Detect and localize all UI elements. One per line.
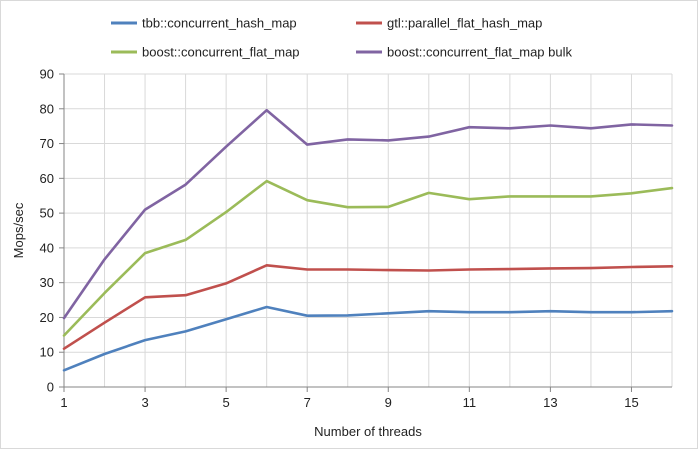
y-tick-label: 80: [40, 101, 54, 116]
legend: tbb::concurrent_hash_map gtl::parallel_fl…: [111, 16, 572, 60]
legend-label: boost::concurrent_flat_map: [142, 45, 300, 60]
legend-label: gtl::parallel_flat_hash_map: [387, 16, 542, 31]
gridlines: [64, 73, 673, 387]
series-lines: [62, 108, 674, 372]
legend-label: boost::concurrent_flat_map bulk: [387, 45, 572, 60]
y-tick-label: 60: [40, 171, 54, 186]
legend-label: tbb::concurrent_hash_map: [142, 16, 297, 31]
x-tick-label: 11: [463, 395, 477, 410]
y-tick-label: 20: [40, 310, 54, 325]
series-line-2: [62, 263, 674, 351]
x-tick-label: 3: [141, 395, 148, 410]
series-line-3: [62, 179, 674, 337]
y-tick-label: 40: [40, 240, 54, 255]
x-tick-label: 5: [223, 395, 230, 410]
y-tick-label: 90: [40, 67, 54, 82]
y-tick-label: 70: [40, 136, 54, 151]
x-axis-label: Number of threads: [314, 424, 422, 439]
y-axis-label: Mops/sec: [11, 202, 26, 258]
x-tick-label: 9: [385, 395, 392, 410]
y-tick-label: 0: [47, 380, 54, 395]
y-tick-label: 50: [40, 206, 54, 221]
x-tick-label: 13: [543, 395, 557, 410]
x-tick-label: 15: [624, 395, 638, 410]
series-line-1: [62, 305, 674, 372]
series-line-4: [62, 108, 674, 320]
y-tick-label: 30: [40, 275, 54, 290]
y-tick-label: 10: [40, 345, 54, 360]
x-tick-label: 7: [304, 395, 311, 410]
x-tick-label: 1: [60, 395, 67, 410]
